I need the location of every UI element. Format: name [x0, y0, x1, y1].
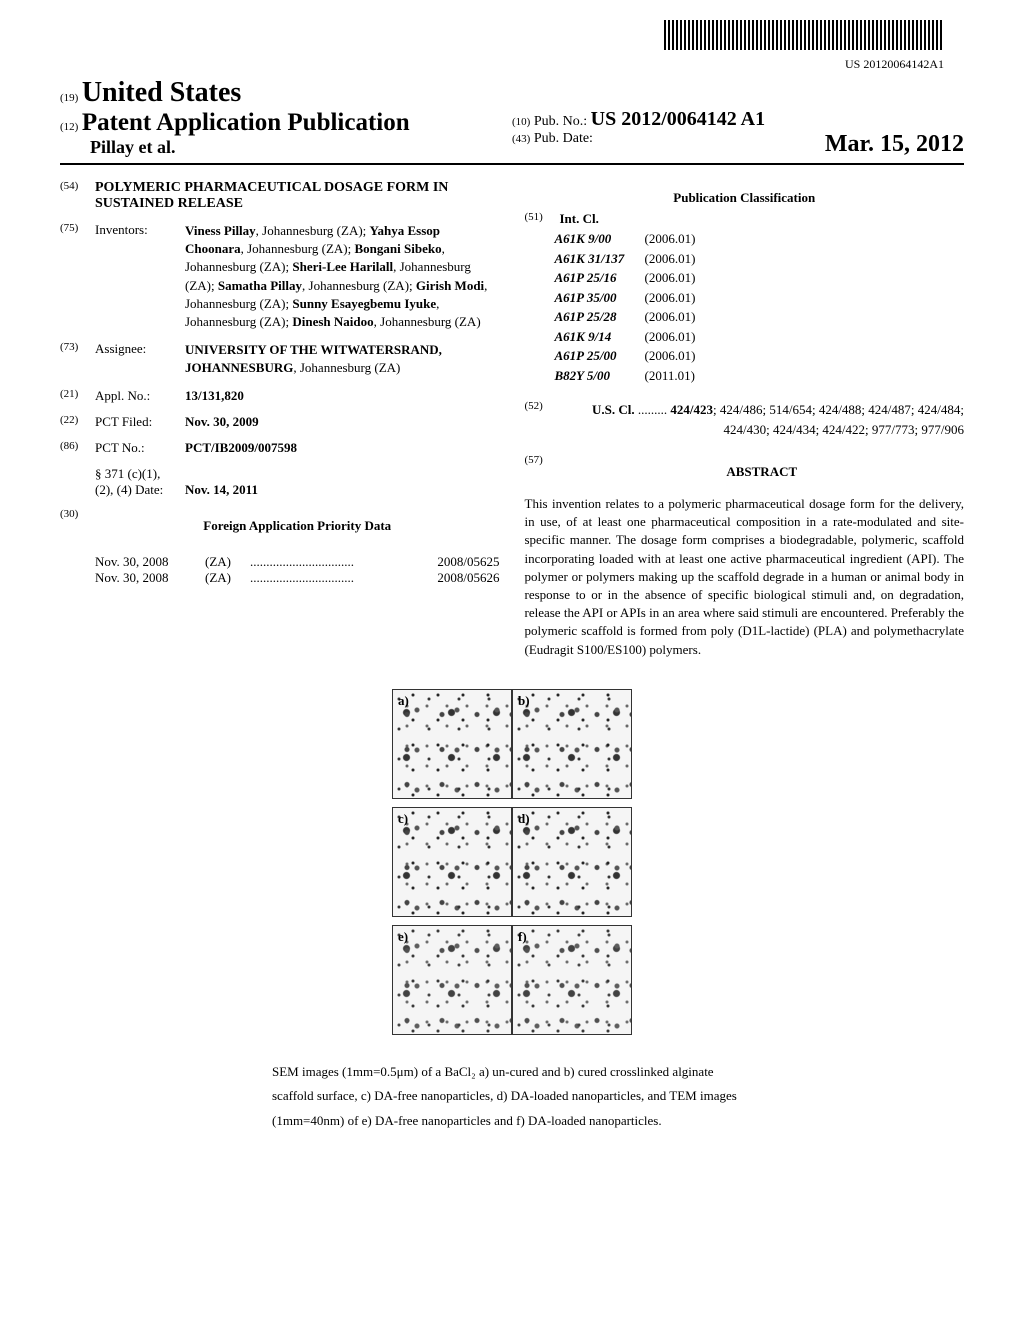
country-code: (19)	[60, 92, 78, 104]
barcode-area: US 20120064142A1	[60, 20, 964, 72]
pct-no-code: (86)	[60, 440, 95, 456]
authors-line: Pillay et al.	[60, 137, 512, 158]
pct-371-value: Nov. 14, 2011	[185, 482, 500, 498]
intcl-label: Int. Cl.	[560, 211, 965, 227]
priority-code: (30)	[60, 508, 95, 544]
figure-panel-d: d)	[512, 807, 632, 917]
pct-no-value: PCT/IB2009/007598	[185, 440, 500, 456]
assignee-value: UNIVERSITY OF THE WITWATERSRAND, JOHANNE…	[185, 341, 500, 377]
priority-rows: Nov. 30, 2008 (ZA) .....................…	[60, 554, 500, 586]
abstract-text: This invention relates to a polymeric ph…	[525, 495, 965, 659]
inventors-code: (75)	[60, 222, 95, 331]
appl-no-code: (21)	[60, 388, 95, 404]
inventors-label: Inventors:	[95, 222, 185, 331]
pct-filed-value: Nov. 30, 2009	[185, 414, 500, 430]
pub-date-code: (43)	[512, 133, 530, 145]
figure-area: a) b) c) d) e) f) SEM images (1mm=0.5μm)…	[60, 689, 964, 1134]
invention-title: POLYMERIC PHARMACEUTICAL DOSAGE FORM IN …	[95, 180, 500, 212]
barcode-graphic	[664, 20, 944, 50]
uscl-code: (52)	[525, 400, 560, 439]
figure-panel-c: c)	[392, 807, 512, 917]
intcl-field: (51) Int. Cl.	[525, 211, 965, 227]
title-code: (54)	[60, 180, 95, 212]
figure-caption: SEM images (1mm=0.5μm) of a BaCl₂ a) un-…	[272, 1060, 752, 1134]
abstract-code: (57)	[525, 454, 560, 485]
priority-section: (30) Foreign Application Priority Data	[60, 508, 500, 544]
pub-no: US 2012/0064142 A1	[591, 108, 765, 130]
document-header: (19) United States (12) Patent Applicati…	[60, 77, 964, 165]
pub-type-code: (12)	[60, 121, 78, 133]
figure-panel-b: b)	[512, 689, 632, 799]
pub-date-label: Pub. Date:	[534, 131, 593, 146]
priority-row: Nov. 30, 2008 (ZA) .....................…	[60, 554, 500, 570]
pct-filed-field: (22) PCT Filed: Nov. 30, 2009	[60, 414, 500, 430]
appl-no-label: Appl. No.:	[95, 388, 185, 404]
figure-panel-f: f)	[512, 925, 632, 1035]
pub-type: Patent Application Publication	[82, 109, 410, 136]
assignee-code: (73)	[60, 341, 95, 377]
figure-panel-e: e)	[392, 925, 512, 1035]
figure-grid: a) b) c) d) e) f)	[392, 689, 632, 1035]
abstract-header: ABSTRACT	[560, 464, 965, 480]
title-field: (54) POLYMERIC PHARMACEUTICAL DOSAGE FOR…	[60, 180, 500, 212]
intcl-code: (51)	[525, 211, 560, 227]
priority-row: Nov. 30, 2008 (ZA) .....................…	[60, 570, 500, 586]
assignee-label: Assignee:	[95, 341, 185, 377]
pct-filed-code: (22)	[60, 414, 95, 430]
country-name: United States	[82, 77, 241, 108]
barcode-number: US 20120064142A1	[60, 57, 944, 72]
inventors-list: Viness Pillay, Johannesburg (ZA); Yahya …	[185, 222, 500, 331]
classification-header: Publication Classification	[525, 190, 965, 206]
priority-header: Foreign Application Priority Data	[95, 518, 500, 534]
intcl-list: A61K 9/00(2006.01) A61K 31/137(2006.01) …	[525, 229, 965, 385]
right-column: Publication Classification (51) Int. Cl.…	[525, 180, 965, 659]
pct-no-label: PCT No.:	[95, 440, 185, 456]
pct-no-field: (86) PCT No.: PCT/IB2009/007598	[60, 440, 500, 456]
pct-371-label: § 371 (c)(1), (2), (4) Date:	[95, 466, 185, 498]
assignee-field: (73) Assignee: UNIVERSITY OF THE WITWATE…	[60, 341, 500, 377]
abstract-field: (57) ABSTRACT	[525, 454, 965, 485]
inventors-field: (75) Inventors: Viness Pillay, Johannesb…	[60, 222, 500, 331]
main-columns: (54) POLYMERIC PHARMACEUTICAL DOSAGE FOR…	[60, 180, 964, 659]
pub-no-code: (10)	[512, 116, 530, 128]
pub-no-label: Pub. No.:	[534, 114, 587, 129]
pct-371-field: § 371 (c)(1), (2), (4) Date: Nov. 14, 20…	[60, 466, 500, 498]
uscl-value: U.S. Cl. ......... 424/423; 424/423; 424…	[560, 400, 965, 439]
pub-date: Mar. 15, 2012	[825, 131, 964, 158]
uscl-field: (52) U.S. Cl. ......... 424/423; 424/423…	[525, 400, 965, 439]
left-column: (54) POLYMERIC PHARMACEUTICAL DOSAGE FOR…	[60, 180, 500, 659]
figure-panel-a: a)	[392, 689, 512, 799]
appl-no-value: 13/131,820	[185, 388, 500, 404]
appl-no-field: (21) Appl. No.: 13/131,820	[60, 388, 500, 404]
pct-filed-label: PCT Filed:	[95, 414, 185, 430]
